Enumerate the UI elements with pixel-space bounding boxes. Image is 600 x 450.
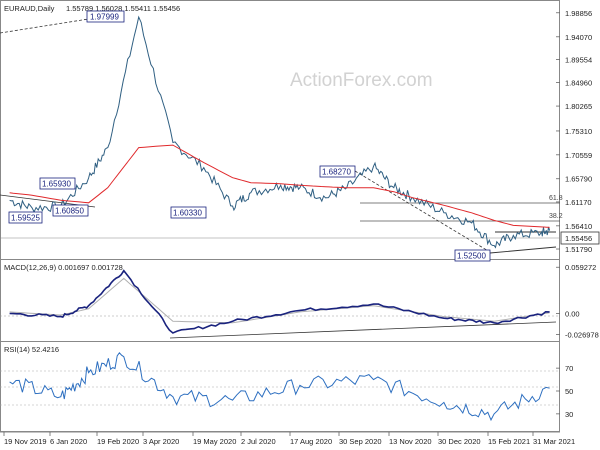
level-label-5: 1.68270 — [322, 168, 351, 177]
price-y-tick-label: 1.89554 — [565, 55, 592, 64]
price-y-tick-label: 1.61170 — [565, 198, 592, 207]
x-tick-label: 30 Dec 2020 — [438, 437, 481, 446]
macd-trendline — [169, 321, 557, 339]
macd-y-tick-label: 0.059272 — [565, 263, 596, 272]
level-label-1: 1.65930 — [42, 180, 71, 189]
level-label-2: 1.59525 — [11, 214, 40, 223]
price-y-tick-label: 1.98856 — [565, 9, 592, 18]
price-y-tick-label: 1.75310 — [565, 127, 592, 136]
fib-61-label: 61.8 — [549, 195, 563, 202]
moving-average-line — [9, 144, 550, 228]
rsi-y-tick-label: 50 — [565, 387, 573, 396]
dashed-downtrend-line — [354, 170, 491, 253]
price-y-tick-label: 1.56410 — [565, 222, 592, 231]
rsi-line — [9, 352, 550, 422]
price-series-line — [9, 15, 551, 249]
level-label-box — [454, 249, 491, 262]
macd-y-tick-label: -0.026978 — [565, 331, 599, 340]
level-labels: 1.97999 1.65930 1.59525 1.60850 1.60330 … — [8, 10, 491, 262]
price-y-axis: 1.98856 1.94070 1.89554 1.84960 1.80265 1.753… — [556, 9, 592, 254]
level-label-box — [52, 204, 89, 217]
last-price-label: 1.55456 — [565, 234, 592, 243]
x-tick-label: 19 Nov 2019 — [4, 437, 47, 446]
x-tick-label: 17 Aug 2020 — [290, 437, 332, 446]
rsi-pane — [0, 352, 560, 422]
macd-line — [9, 269, 550, 334]
price-y-tick-label: 1.84960 — [565, 79, 592, 88]
level-label-high: 1.97999 — [90, 13, 119, 22]
fib-38-label: 38.2 — [549, 213, 563, 220]
macd-y-tick-label: 0.00 — [565, 309, 580, 318]
rsi-pane-frame — [0, 341, 560, 432]
price-y-tick-label: 1.70559 — [565, 151, 592, 160]
rsi-y-axis: 70 50 30 — [556, 364, 573, 419]
x-tick-label: 2 Jul 2020 — [241, 437, 276, 446]
support-trendline — [489, 246, 557, 254]
level-label-box — [86, 10, 125, 23]
x-tick-label: 31 Mar 2021 — [533, 437, 575, 446]
level-label-4: 1.60330 — [173, 209, 202, 218]
macd-title: MACD(12,26,9) 0.001697 0.001728 — [4, 263, 123, 272]
x-tick-label: 6 Jan 2020 — [50, 437, 87, 446]
macd-pane — [0, 269, 560, 339]
x-axis: 19 Nov 2019 6 Jan 2020 19 Feb 2020 3 Apr 20… — [3, 432, 575, 446]
level-label-low: 1.52500 — [457, 252, 486, 261]
level-label-box — [319, 165, 356, 178]
x-tick-label: 13 Nov 2020 — [389, 437, 432, 446]
symbol-title: EURAUD,Daily — [4, 4, 55, 13]
quote-values: 1.55789 1.56028 1.55411 1.55456 — [66, 4, 180, 13]
price-y-tick-label: 1.65790 — [565, 175, 592, 184]
rsi-y-tick-label: 70 — [565, 364, 573, 373]
macd-y-axis: 0.059272 0.00 -0.026978 — [556, 263, 599, 340]
x-tick-label: 30 Sep 2020 — [339, 437, 382, 446]
x-tick-label: 19 Feb 2020 — [97, 437, 139, 446]
watermark: ActionForex.com — [290, 70, 433, 91]
price-y-tick-label: 1.80265 — [565, 102, 592, 111]
x-tick-label: 3 Apr 2020 — [143, 437, 179, 446]
rsi-y-tick-label: 30 — [565, 410, 573, 419]
macd-signal-line — [9, 277, 550, 324]
level-label-box — [170, 206, 207, 219]
price-pane: 61.8 38.2 — [0, 13, 563, 254]
x-tick-label: 19 May 2020 — [193, 437, 236, 446]
price-y-tick-label: 1.94070 — [565, 33, 592, 42]
level-label-3: 1.60850 — [55, 207, 84, 216]
level-label-box — [8, 211, 43, 224]
rsi-title: RSI(14) 52.4216 — [4, 345, 59, 354]
price-y-tick-label: 1.51790 — [565, 245, 592, 254]
x-tick-label: 15 Feb 2021 — [488, 437, 530, 446]
level-label-box — [39, 177, 76, 190]
last-price-box — [560, 231, 600, 245]
